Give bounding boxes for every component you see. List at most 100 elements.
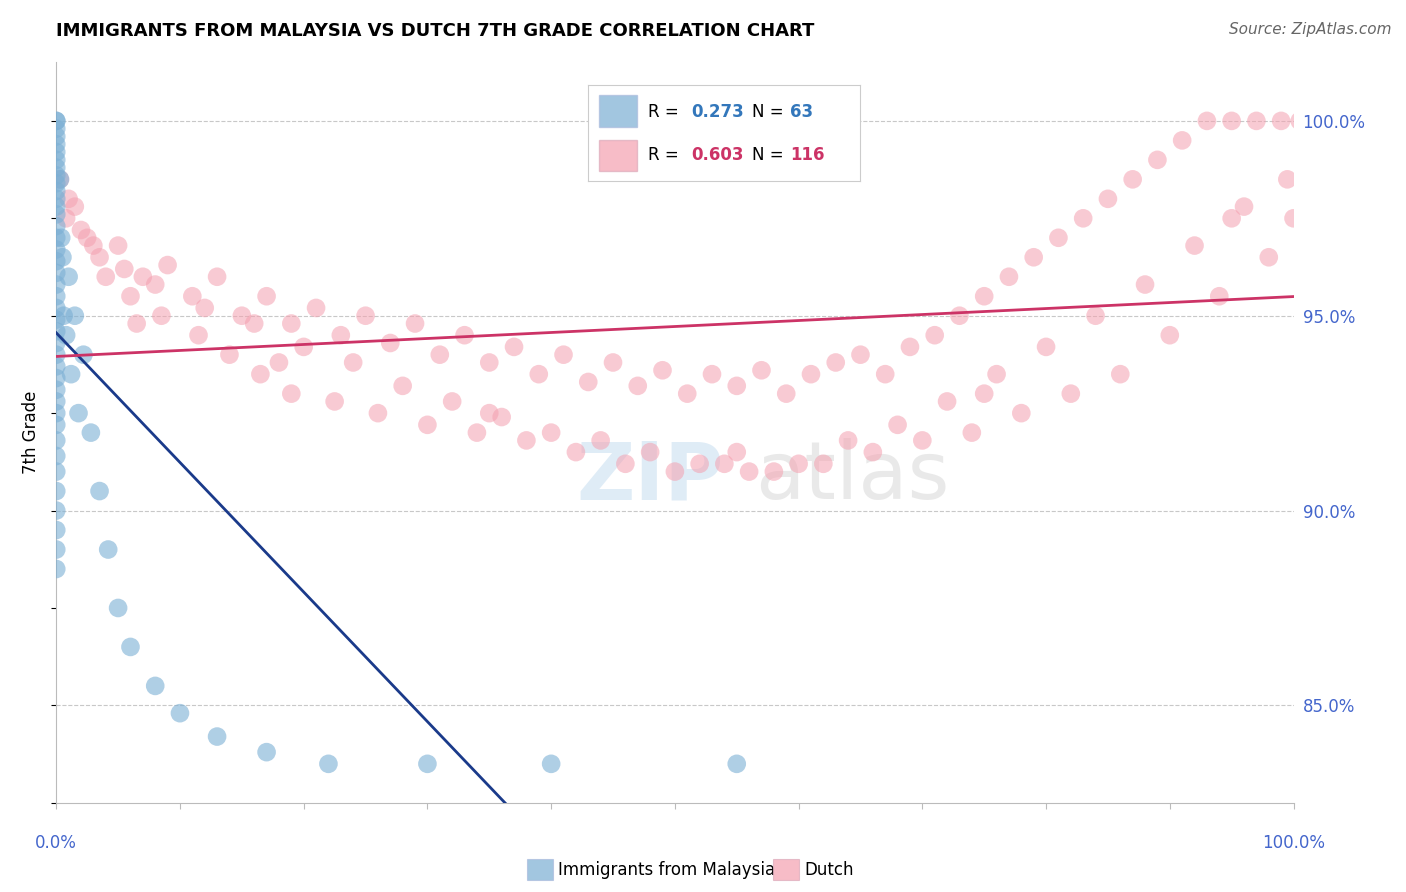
Point: [553, 348, 575, 362]
Point: [45, 371, 67, 385]
Point: [89, 250, 111, 264]
Point: [45, 207, 67, 221]
Point: [986, 367, 1008, 381]
Point: [143, 679, 166, 693]
Point: [329, 328, 352, 343]
Point: [1109, 367, 1132, 381]
Point: [429, 348, 451, 362]
Point: [45, 121, 67, 136]
Point: [45, 219, 67, 233]
Point: [602, 355, 624, 369]
Point: [45, 254, 67, 268]
Text: R =: R =: [648, 103, 685, 120]
Point: [849, 348, 872, 362]
Point: [540, 756, 562, 771]
Point: [45, 192, 67, 206]
Point: [45, 169, 67, 183]
Point: [45, 394, 67, 409]
Point: [751, 363, 773, 377]
Point: [60, 367, 83, 381]
Point: [725, 379, 748, 393]
Point: [1146, 153, 1168, 167]
Point: [1122, 172, 1144, 186]
Point: [1220, 211, 1243, 226]
Point: [627, 379, 650, 393]
Point: [689, 457, 711, 471]
Point: [45, 200, 67, 214]
Point: [725, 445, 748, 459]
Point: [898, 340, 921, 354]
Point: [676, 386, 699, 401]
Point: [391, 379, 413, 393]
Point: [89, 484, 111, 499]
Point: [491, 410, 513, 425]
Point: [67, 406, 90, 420]
Point: [70, 223, 93, 237]
Point: [478, 406, 501, 420]
Point: [1047, 231, 1070, 245]
Point: [45, 243, 67, 257]
Point: [125, 317, 148, 331]
Point: [1308, 114, 1330, 128]
Point: [589, 434, 612, 448]
Point: [45, 465, 67, 479]
Point: [243, 317, 266, 331]
Point: [45, 336, 67, 351]
Point: [45, 161, 67, 175]
Point: [80, 425, 103, 440]
Point: [354, 309, 377, 323]
Point: [441, 394, 464, 409]
Point: [45, 114, 67, 128]
Point: [1208, 289, 1230, 303]
Point: [527, 367, 550, 381]
Point: [120, 289, 142, 303]
Text: Immigrants from Malaysia: Immigrants from Malaysia: [558, 861, 775, 879]
Point: [256, 745, 278, 759]
Point: [112, 262, 135, 277]
Point: [1071, 211, 1094, 226]
Point: [700, 367, 723, 381]
Point: [45, 301, 67, 315]
Point: [886, 417, 908, 432]
Point: [1288, 114, 1310, 128]
Point: [45, 289, 67, 303]
Point: [82, 238, 104, 252]
Point: [824, 355, 846, 369]
Point: [218, 348, 240, 362]
Point: [45, 417, 67, 432]
Point: [503, 340, 526, 354]
Point: [1246, 114, 1268, 128]
Point: [45, 231, 67, 245]
Point: [280, 317, 302, 331]
Point: [63, 309, 86, 323]
Point: [725, 756, 748, 771]
Text: 0.273: 0.273: [692, 103, 744, 120]
Point: [762, 465, 785, 479]
Point: [1220, 114, 1243, 128]
Point: [45, 312, 67, 326]
Point: [256, 289, 278, 303]
Point: [45, 277, 67, 292]
Point: [45, 266, 67, 280]
Text: ZIP: ZIP: [576, 438, 723, 516]
Point: [45, 359, 67, 374]
Point: [1301, 133, 1323, 147]
Point: [51, 231, 73, 245]
Point: [45, 137, 67, 152]
Point: [45, 383, 67, 397]
Point: [1035, 340, 1057, 354]
Point: [453, 328, 475, 343]
Point: [1184, 238, 1206, 252]
FancyBboxPatch shape: [599, 95, 637, 127]
Point: [249, 367, 271, 381]
Point: [1060, 386, 1083, 401]
Point: [305, 301, 328, 315]
FancyBboxPatch shape: [599, 139, 637, 171]
Point: [187, 328, 209, 343]
Point: [837, 434, 859, 448]
Point: [45, 542, 67, 557]
Point: [72, 348, 94, 362]
Text: N =: N =: [752, 146, 789, 164]
Point: [51, 250, 73, 264]
Point: [205, 269, 228, 284]
